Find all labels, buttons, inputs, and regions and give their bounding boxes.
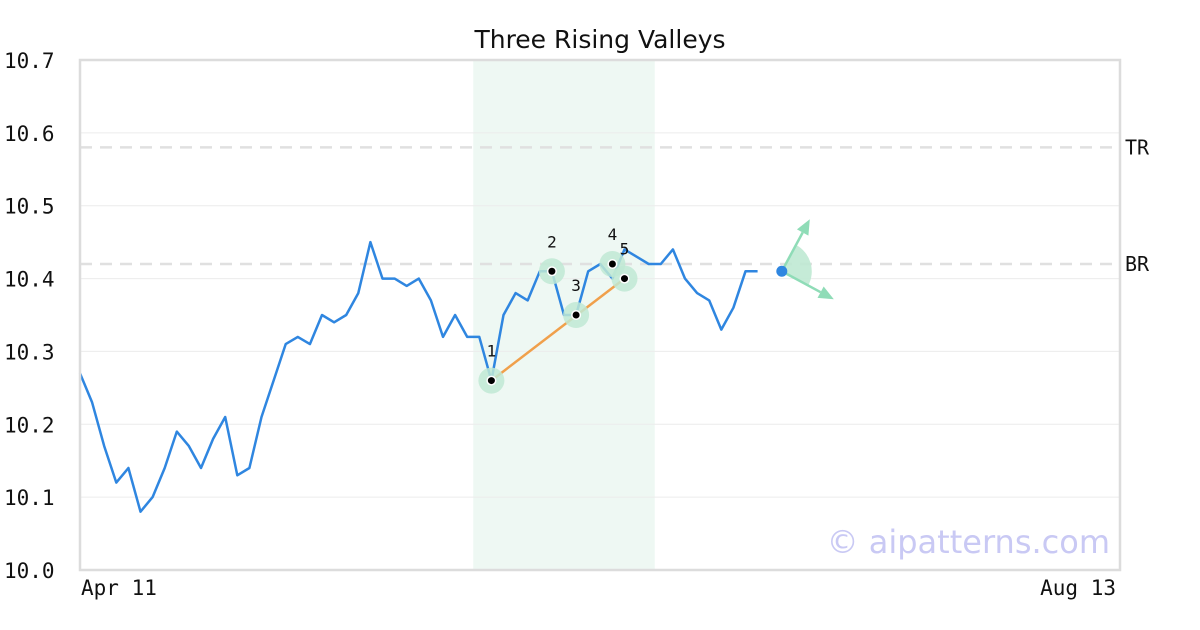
series-layer: [78, 240, 758, 513]
pattern-point: [548, 267, 556, 275]
x-tick-label: Apr 11: [81, 576, 157, 600]
pattern-layer: 1 2 3 45: [478, 219, 834, 394]
watermark: © aipatterns.com: [827, 523, 1110, 561]
price-line: [78, 240, 758, 513]
chart-title: Three Rising Valleys: [473, 25, 725, 54]
last-price-point: [776, 265, 788, 277]
projection-arrow-head: [796, 219, 810, 236]
axis-layer: 10.0 10.1 10.2 10.3 10.4 10.5 10.6 10.7 Apr 11 Au…: [4, 49, 1122, 600]
y-tick-label: 10.5: [4, 195, 55, 219]
pattern-point: [621, 275, 628, 283]
pattern-point: [487, 377, 495, 385]
plot-frame: [78, 58, 1122, 572]
projection-arrow-line: [780, 231, 804, 272]
y-tick-label: 10.0: [4, 559, 55, 583]
pattern-point-label: 5: [620, 240, 630, 259]
y-tick-label: 10.1: [4, 486, 55, 510]
projection-arrow-head: [817, 286, 834, 300]
y-tick-label: 10.6: [4, 122, 55, 146]
pattern-point: [608, 260, 616, 268]
projection-arrow-line: [781, 270, 822, 294]
y-tick-label: 10.3: [4, 340, 55, 364]
pattern-point-label: 3: [571, 276, 581, 295]
level-label: TR: [1125, 135, 1150, 159]
pattern-point-label: 1: [487, 342, 497, 361]
level-label: BR: [1125, 252, 1150, 276]
trendline: [490, 277, 626, 382]
pattern-point: [572, 311, 580, 319]
pattern-point-label: 4: [608, 225, 618, 244]
projection-fan: [781, 244, 812, 286]
y-tick-label: 10.7: [4, 49, 55, 73]
y-tick-label: 10.2: [4, 413, 55, 437]
x-tick-label: Aug 13: [1040, 576, 1116, 600]
y-tick-label: 10.4: [4, 268, 55, 292]
pattern-point-label: 2: [547, 232, 557, 251]
